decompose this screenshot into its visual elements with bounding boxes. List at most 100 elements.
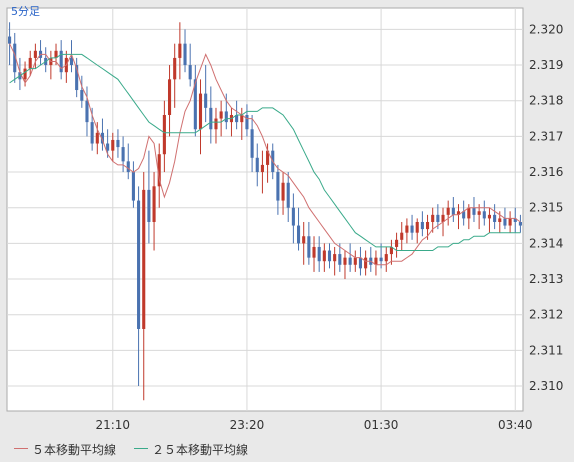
candle-body — [209, 107, 213, 130]
candle-body — [312, 246, 316, 258]
candle-body — [152, 186, 156, 222]
candle-body — [348, 257, 352, 265]
candle-body — [451, 207, 455, 215]
candle-body — [513, 218, 517, 222]
plot-area — [6, 7, 524, 412]
candle-body — [276, 172, 280, 201]
candle-body — [384, 254, 388, 262]
candle-body — [296, 225, 301, 244]
candle-body — [106, 143, 110, 151]
candle-body — [518, 221, 522, 226]
candle-body — [379, 257, 383, 262]
candle-body — [147, 189, 151, 222]
candle-body — [23, 68, 27, 80]
legend-item-ma5: ５本移動平均線 — [14, 441, 116, 458]
candle-body — [410, 225, 414, 233]
x-tick-label: 23:20 — [230, 418, 265, 432]
candle-body — [291, 207, 295, 226]
candle-body — [240, 114, 244, 123]
timeframe-label: 5分足 — [11, 5, 40, 18]
candle-body — [8, 36, 12, 44]
candle-body — [116, 139, 120, 148]
candle-body — [436, 214, 440, 222]
y-tick-label: 2.318 — [529, 94, 563, 108]
y-tick-label: 2.313 — [529, 272, 563, 286]
candle-body — [157, 154, 161, 187]
candle-body — [472, 207, 476, 215]
y-tick-label: 2.311 — [529, 343, 563, 357]
candle-body — [255, 157, 259, 173]
candle-body — [333, 254, 337, 262]
candle-body — [415, 221, 419, 233]
candle-body — [498, 218, 502, 222]
price-chart: 2.310 2.311 2.312 2.313 2.314 2.315 2.316 2.317… — [6, 7, 563, 432]
candle-body — [456, 211, 461, 215]
candle-body — [69, 57, 74, 66]
y-tick-label: 2.310 — [529, 379, 563, 393]
candle-body — [131, 172, 135, 201]
candle-body — [503, 218, 507, 226]
candle-body — [204, 93, 208, 108]
candle-body — [59, 50, 63, 73]
candle-body — [358, 257, 363, 269]
candle-body — [142, 189, 146, 329]
candle-body — [400, 232, 404, 240]
candle-body — [441, 214, 445, 222]
ma25-line — [9, 53, 521, 251]
candle-body — [307, 236, 311, 258]
x-tick-label: 21:10 — [95, 418, 130, 432]
candle-body — [281, 182, 285, 201]
candle-body — [183, 43, 187, 66]
candle-body — [327, 250, 332, 262]
candle-body — [13, 43, 17, 73]
ma5-swatch — [14, 447, 28, 449]
candle-body — [353, 257, 357, 265]
candle-body — [245, 114, 249, 130]
legend: ５本移動平均線 ２５本移動平均線 — [14, 440, 248, 458]
candle-body — [260, 164, 264, 173]
y-tick-label: 2.312 — [529, 308, 563, 322]
candle-body — [162, 114, 166, 155]
candle-body — [462, 211, 466, 219]
candle-body — [425, 221, 430, 230]
candle-body — [178, 43, 182, 58]
candle-body — [173, 57, 177, 80]
candle-body — [322, 250, 326, 262]
candle-body — [214, 118, 218, 130]
candle-body — [100, 132, 105, 144]
candle-body — [90, 122, 94, 144]
candle-body — [95, 132, 99, 144]
candle-body — [198, 93, 203, 130]
candle-body — [193, 79, 197, 130]
candle-body — [374, 257, 378, 265]
y-tick-label: 2.315 — [529, 201, 563, 215]
legend-item-ma25: ２５本移動平均線 — [134, 441, 248, 458]
candle-body — [188, 65, 192, 80]
candle-body — [126, 161, 130, 173]
candle-body — [54, 50, 58, 58]
candle-body — [224, 111, 228, 123]
x-tick-label: 01:30 — [364, 418, 399, 432]
candle-body — [477, 211, 481, 215]
legend-label-ma5: ５本移動平均線 — [32, 442, 117, 457]
candle-body — [395, 239, 399, 247]
candle-body — [137, 200, 141, 329]
x-tick-label: 03:40 — [498, 418, 533, 432]
candle-body — [446, 207, 450, 215]
candle-body — [266, 150, 270, 165]
candle-body — [167, 79, 172, 115]
grid — [7, 8, 523, 411]
candle-body — [286, 182, 290, 208]
candle-body — [75, 65, 79, 91]
candle-body — [364, 257, 368, 269]
candle-body — [33, 50, 37, 58]
candle-body — [493, 214, 497, 222]
candle-body — [302, 236, 306, 244]
candle-body — [121, 147, 125, 162]
candle-body — [219, 111, 223, 119]
candle-body — [487, 214, 492, 219]
candle-body — [420, 221, 424, 230]
candle-body — [467, 207, 471, 219]
candle-body — [80, 90, 84, 101]
y-axis: 2.310 2.311 2.312 2.313 2.314 2.315 2.316 2.317… — [529, 22, 563, 393]
